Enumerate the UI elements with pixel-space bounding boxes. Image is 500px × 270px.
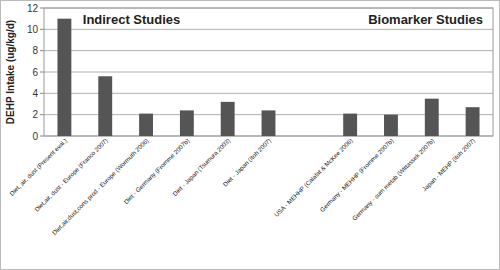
tick-label: 10 <box>27 24 39 35</box>
category-label: Germany - sum metab (Wittassek 2007b) <box>351 137 436 222</box>
background <box>1 1 500 270</box>
category-label: Diet - Japan (Tsumura 2003) <box>171 137 231 197</box>
bar <box>98 76 112 136</box>
annotation: Indirect Studies <box>83 12 181 27</box>
bar <box>466 107 480 136</box>
tick-mark <box>40 136 44 137</box>
grid-line <box>44 50 493 51</box>
bar <box>221 102 235 136</box>
category-label: USA - MEHHP (Calafat & McKee 2006) <box>273 137 354 218</box>
category-labels: Diet, air, dust (Present eval.)Diet,air,… <box>8 137 476 236</box>
bar <box>139 114 153 136</box>
grid-line <box>44 72 493 73</box>
grid-line <box>44 29 493 30</box>
bar <box>384 115 398 136</box>
tick-label: 6 <box>32 67 38 78</box>
tick-label: 4 <box>32 88 38 99</box>
tick-label: 8 <box>32 45 38 56</box>
category-label: Diet,air, dust - Europe (Franco 2007) <box>33 137 109 213</box>
tick-mark <box>40 50 44 51</box>
category-label: Diet - Japan (Itoh 2007) <box>221 137 272 188</box>
bar <box>57 19 71 136</box>
annotation: Biomarker Studies <box>368 12 483 27</box>
tick-mark <box>40 93 44 94</box>
bar <box>343 114 357 136</box>
chart: 0 2 4 6 8 10 12 Diet, air, dust (Present eval.)… <box>0 0 500 270</box>
tick-mark <box>40 72 44 73</box>
category-label: Japan - MEHP (Itoh 2007) <box>421 137 477 193</box>
tick-mark <box>40 8 44 9</box>
plot-frame <box>44 8 493 136</box>
y-axis-label: DEHP Intake (ug/kg/d) <box>5 20 16 124</box>
category-label: Diet - Germany (Fromme 2007b) <box>122 137 190 205</box>
tick-label: 2 <box>32 109 38 120</box>
chart-container: 0 2 4 6 8 10 12 Diet, air, dust (Present eval.)… <box>0 0 500 270</box>
tick-mark <box>40 29 44 30</box>
tick-label: 0 <box>32 131 38 142</box>
bar <box>262 110 276 136</box>
tick-label: 12 <box>27 3 39 14</box>
bar <box>180 110 194 136</box>
bar <box>425 99 439 136</box>
tick-mark <box>40 114 44 115</box>
category-label: Germany - MEHHP (Fromme 2007b) <box>318 137 394 213</box>
bars <box>57 19 479 136</box>
